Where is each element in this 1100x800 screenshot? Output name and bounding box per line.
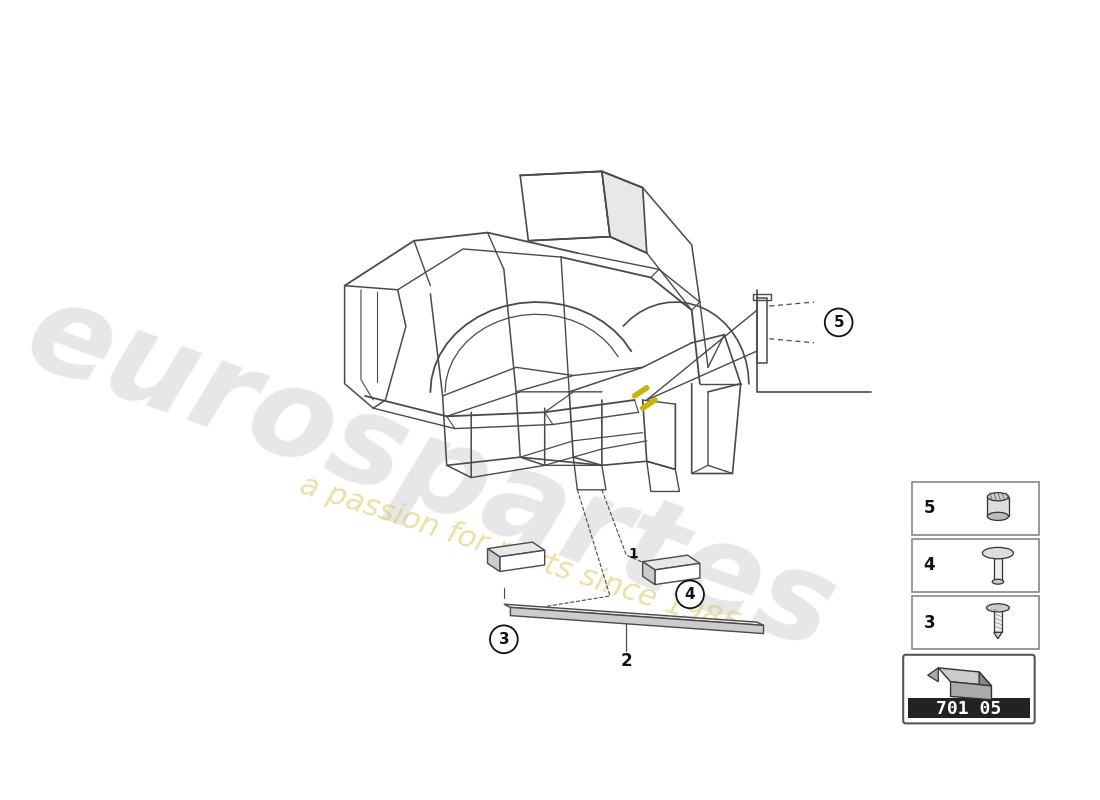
Polygon shape [520,171,610,241]
Bar [912,539,1038,592]
Polygon shape [344,286,406,408]
Polygon shape [504,604,763,626]
Bar [993,555,1002,582]
Text: 3: 3 [924,614,935,631]
Ellipse shape [992,579,1003,584]
Text: 4: 4 [924,556,935,574]
Bar [912,596,1038,649]
Text: 5: 5 [924,499,935,518]
Text: 1: 1 [628,546,638,561]
Bar [993,610,1002,632]
Polygon shape [927,668,938,682]
Polygon shape [979,672,991,700]
Text: 4: 4 [684,587,695,602]
Ellipse shape [988,493,1009,501]
Polygon shape [938,668,991,686]
Bar [909,698,1030,718]
Polygon shape [642,562,654,585]
Polygon shape [602,171,647,253]
Polygon shape [499,550,544,571]
Ellipse shape [988,512,1009,521]
Ellipse shape [987,604,1010,612]
FancyBboxPatch shape [903,654,1035,723]
Ellipse shape [982,547,1013,559]
Text: 701 05: 701 05 [936,700,1002,718]
Text: 3: 3 [498,632,509,646]
Polygon shape [993,632,1002,639]
Polygon shape [642,555,700,570]
Circle shape [676,581,704,608]
Circle shape [490,626,518,653]
Polygon shape [654,563,700,585]
Bar [988,497,1009,516]
Text: eurospartes: eurospartes [10,271,850,676]
Polygon shape [510,607,763,634]
Text: 2: 2 [620,652,632,670]
Polygon shape [487,549,499,571]
Text: a passion for parts since 1985: a passion for parts since 1985 [297,470,744,640]
Text: 5: 5 [834,315,844,330]
Bar [912,482,1038,534]
Polygon shape [950,682,991,700]
Circle shape [825,309,852,336]
Polygon shape [487,542,544,557]
